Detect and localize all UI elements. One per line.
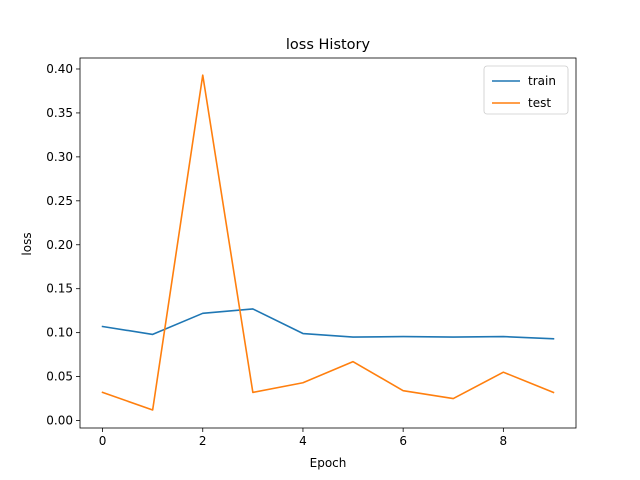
legend-label-train: train bbox=[528, 74, 556, 88]
y-tick-label: 0.15 bbox=[46, 282, 73, 296]
x-tick-label: 4 bbox=[299, 434, 307, 448]
y-tick-label: 0.05 bbox=[46, 370, 73, 384]
chart-title: loss History bbox=[286, 37, 371, 53]
y-axis-label: loss bbox=[20, 232, 34, 255]
legend-box bbox=[483, 65, 569, 115]
x-tick-label: 2 bbox=[199, 434, 207, 448]
legend-label-test: test bbox=[528, 96, 551, 110]
axes-frame bbox=[79, 57, 577, 429]
series-line-train bbox=[101, 308, 555, 340]
x-axis-label: Epoch bbox=[310, 456, 347, 470]
series-line-test bbox=[101, 74, 555, 411]
x-tick-label: 6 bbox=[399, 434, 407, 448]
y-tick-label: 0.30 bbox=[46, 150, 73, 164]
plot-area: 0 2 4 6 8 0.00 0.05 0.10 0.15 0.20 0.25 0.30 0.35 0.4… bbox=[46, 57, 577, 448]
x-tick-label: 0 bbox=[99, 434, 107, 448]
y-tick-label: 0.10 bbox=[46, 326, 73, 340]
y-tick-label: 0.00 bbox=[46, 414, 73, 428]
y-tick-label: 0.35 bbox=[46, 106, 73, 120]
y-tick-label: 0.25 bbox=[46, 194, 73, 208]
y-tick-label: 0.20 bbox=[46, 238, 73, 252]
y-tick-label: 0.40 bbox=[46, 62, 73, 76]
x-tick-label: 8 bbox=[500, 434, 508, 448]
